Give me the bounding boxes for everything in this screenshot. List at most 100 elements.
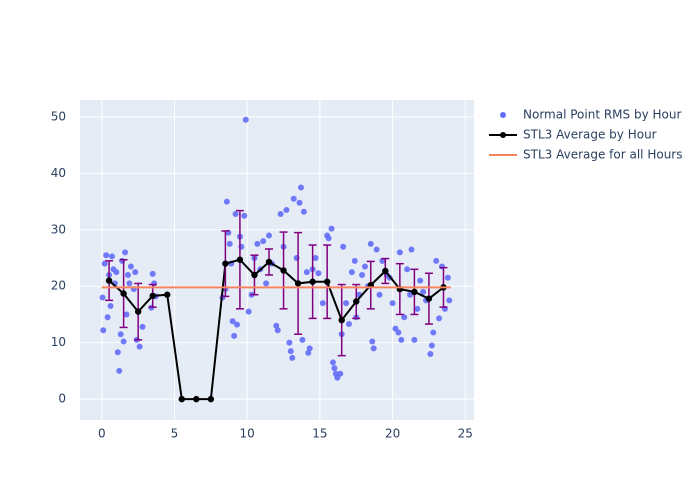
x-tick-label: 15 xyxy=(312,427,327,441)
plot-area xyxy=(99,116,453,403)
point xyxy=(123,311,130,318)
y-tick-label: 0 xyxy=(58,392,66,406)
point xyxy=(287,348,294,355)
point xyxy=(353,298,360,305)
point xyxy=(280,267,287,274)
point xyxy=(382,267,389,275)
point xyxy=(117,331,124,338)
point xyxy=(149,270,156,277)
point xyxy=(325,235,332,242)
point xyxy=(236,256,244,263)
point xyxy=(436,315,443,322)
point xyxy=(263,280,270,287)
point xyxy=(120,338,127,345)
point xyxy=(345,321,352,328)
point xyxy=(164,291,171,298)
point xyxy=(428,342,435,349)
y-tick-label: 40 xyxy=(51,166,66,180)
point xyxy=(290,195,297,202)
point xyxy=(376,291,383,298)
point xyxy=(319,300,326,307)
point xyxy=(223,198,230,205)
point xyxy=(294,280,302,287)
point xyxy=(266,232,273,239)
point xyxy=(379,257,386,264)
point xyxy=(286,339,293,346)
point xyxy=(104,314,111,321)
point xyxy=(265,258,273,266)
point xyxy=(297,184,304,191)
point xyxy=(328,225,335,232)
point xyxy=(338,316,345,324)
legend-label: Normal Point RMS by Hour xyxy=(523,108,681,122)
legend-symbol xyxy=(500,112,506,118)
point xyxy=(369,338,376,345)
point xyxy=(103,252,110,259)
point xyxy=(427,350,434,357)
point xyxy=(395,329,402,336)
point xyxy=(260,238,267,245)
point xyxy=(370,345,377,352)
point xyxy=(329,359,336,366)
y-tick-label: 10 xyxy=(51,335,66,349)
point xyxy=(226,240,233,247)
point xyxy=(108,253,115,260)
point xyxy=(408,246,415,253)
legend-symbol xyxy=(500,132,506,138)
point xyxy=(417,277,424,284)
point xyxy=(411,288,418,296)
point xyxy=(193,395,200,403)
point xyxy=(136,343,143,350)
y-tick-label: 30 xyxy=(51,222,66,236)
point xyxy=(124,271,131,278)
x-tick-label: 20 xyxy=(385,427,400,441)
point xyxy=(242,116,249,123)
point xyxy=(315,270,322,277)
point xyxy=(234,321,241,328)
point xyxy=(343,300,350,307)
point xyxy=(245,308,252,315)
point xyxy=(134,308,142,315)
point xyxy=(300,208,307,215)
point xyxy=(127,263,134,270)
x-tick-label: 5 xyxy=(171,427,179,441)
point xyxy=(337,370,344,377)
point xyxy=(430,329,437,336)
point xyxy=(122,249,129,256)
point xyxy=(277,211,284,218)
point xyxy=(139,323,146,330)
point xyxy=(389,300,396,307)
point xyxy=(331,365,338,372)
point xyxy=(107,302,114,309)
point xyxy=(433,257,440,264)
point xyxy=(348,269,355,276)
point xyxy=(241,212,248,219)
point xyxy=(396,249,403,256)
point xyxy=(425,295,433,302)
point xyxy=(251,271,258,279)
x-tick-label: 0 xyxy=(98,427,106,441)
point xyxy=(99,294,106,301)
point xyxy=(367,240,374,247)
point xyxy=(126,280,133,287)
point xyxy=(373,246,380,253)
point xyxy=(274,327,281,334)
point xyxy=(351,257,358,264)
point xyxy=(207,395,215,403)
point xyxy=(120,290,127,297)
point xyxy=(446,297,453,304)
point xyxy=(340,243,347,250)
x-tick-label: 25 xyxy=(458,427,473,441)
point xyxy=(299,336,306,343)
point xyxy=(254,240,261,247)
point xyxy=(305,349,312,356)
legend-label: STL3 Average by Hour xyxy=(523,128,657,142)
point xyxy=(149,292,156,300)
point xyxy=(116,367,123,374)
point xyxy=(114,349,121,356)
plot-background xyxy=(80,100,474,420)
point xyxy=(105,277,113,284)
point xyxy=(231,332,238,339)
point xyxy=(273,322,280,329)
